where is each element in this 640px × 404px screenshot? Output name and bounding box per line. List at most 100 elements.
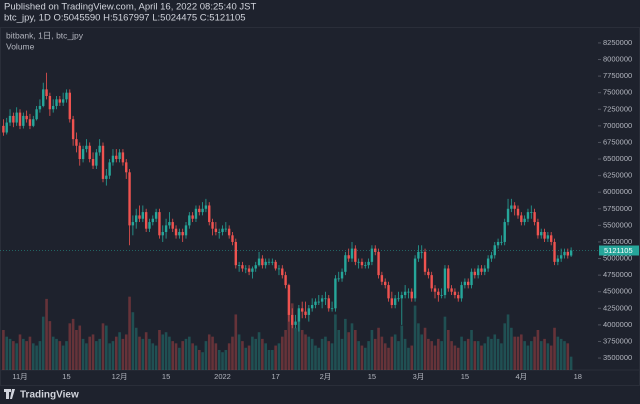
- volume-bar: [85, 343, 88, 370]
- candle-body: [214, 228, 218, 233]
- candle-body: [354, 248, 357, 262]
- volume-bar: [486, 336, 490, 370]
- y-tick-label: 4000000: [603, 320, 632, 329]
- volume-bar: [324, 336, 327, 370]
- candle-body: [340, 271, 344, 279]
- candle-body: [198, 208, 201, 213]
- candle-body: [506, 208, 510, 223]
- candle-body: [443, 268, 447, 296]
- x-tick-label: 2022: [214, 372, 231, 381]
- volume-bar: [493, 334, 497, 370]
- candle-body: [22, 115, 25, 126]
- candle-body: [188, 215, 191, 226]
- candle-body: [18, 112, 22, 126]
- brand-name: TradingView: [20, 390, 79, 401]
- x-tick-label: 17: [271, 372, 279, 381]
- candle-body: [410, 291, 413, 299]
- candle-body: [330, 308, 334, 310]
- volume-bar: [490, 338, 493, 370]
- y-tick-label: 6000000: [603, 187, 632, 196]
- volume-bar: [261, 338, 264, 370]
- volume-bar: [503, 323, 507, 370]
- candle-body: [480, 268, 483, 272]
- volume-bar: [174, 343, 178, 370]
- volume-bar: [227, 343, 231, 370]
- candle-body: [540, 232, 543, 236]
- candle-body: [284, 275, 287, 286]
- volume-bar: [121, 338, 125, 370]
- volume-bar: [563, 341, 566, 370]
- candle-body: [377, 251, 380, 276]
- volume-bar: [55, 338, 58, 370]
- candle-body: [274, 261, 277, 269]
- candle-body: [417, 251, 420, 259]
- volume-bar: [543, 338, 546, 370]
- volume-bar: [81, 338, 85, 370]
- y-tick-label: 5250000: [603, 237, 632, 246]
- candle-body: [111, 155, 115, 163]
- candle-body: [556, 258, 560, 262]
- candle-body: [131, 222, 135, 226]
- candle-body: [523, 218, 526, 223]
- volume-bar: [466, 338, 470, 370]
- volume-bar: [529, 341, 533, 370]
- last-price-label: 5121105: [604, 246, 633, 255]
- volume-bar: [373, 338, 377, 370]
- candle-body: [254, 265, 257, 269]
- volume-bar: [58, 341, 62, 370]
- candle-body: [553, 241, 556, 262]
- volume-bar: [124, 334, 128, 370]
- candle-body: [25, 115, 28, 120]
- candle-body: [171, 222, 174, 229]
- candle-body: [55, 99, 58, 106]
- volume-bar: [197, 350, 201, 370]
- candle-body: [314, 301, 317, 305]
- legend-title: bitbank, 1日, btc_jpy: [6, 30, 84, 40]
- volume-bar: [314, 345, 317, 370]
- y-tick-label: 6750000: [603, 137, 632, 146]
- x-tick-label: 3月: [413, 372, 425, 381]
- volume-bar: [393, 334, 397, 370]
- candle-body: [277, 268, 281, 270]
- candle-body: [135, 215, 138, 223]
- volume-bar: [141, 338, 145, 370]
- volume-bar: [164, 332, 168, 370]
- volume-bar: [566, 343, 570, 370]
- candle-body: [101, 145, 105, 179]
- volume-bar: [440, 341, 443, 370]
- volume-bar: [360, 345, 364, 370]
- volume-bar: [446, 330, 450, 370]
- candle-body: [12, 115, 15, 123]
- candle-body: [151, 218, 154, 223]
- volume-bar: [12, 341, 15, 370]
- candle-body: [457, 295, 460, 299]
- volume-bar: [430, 341, 433, 370]
- candle-body: [569, 250, 573, 256]
- y-tick-label: 3500000: [603, 353, 632, 362]
- candle-body: [88, 145, 91, 160]
- volume-bar: [357, 341, 360, 370]
- volume-bar: [237, 334, 241, 370]
- candle-body: [281, 268, 284, 276]
- volume-bar: [71, 318, 75, 370]
- candle-body: [234, 241, 237, 266]
- volume-bar: [128, 296, 131, 370]
- volume-bar: [423, 327, 427, 370]
- candle-body: [204, 205, 208, 209]
- candle-body: [334, 278, 337, 309]
- candle-body: [393, 298, 397, 305]
- x-tick-label: 11月: [12, 372, 27, 381]
- volume-bar: [410, 345, 414, 370]
- volume-bar: [151, 343, 155, 370]
- volume-bar: [45, 298, 48, 370]
- candle-body: [164, 225, 168, 233]
- candle-body: [327, 298, 330, 309]
- candle-body: [317, 301, 320, 303]
- candle-body: [520, 215, 523, 223]
- candle-body: [168, 222, 171, 226]
- volume-bar: [549, 345, 553, 370]
- volume-bar: [211, 336, 214, 370]
- volume-bar: [194, 345, 198, 370]
- volume-bar: [569, 356, 573, 370]
- candle-body: [543, 232, 546, 239]
